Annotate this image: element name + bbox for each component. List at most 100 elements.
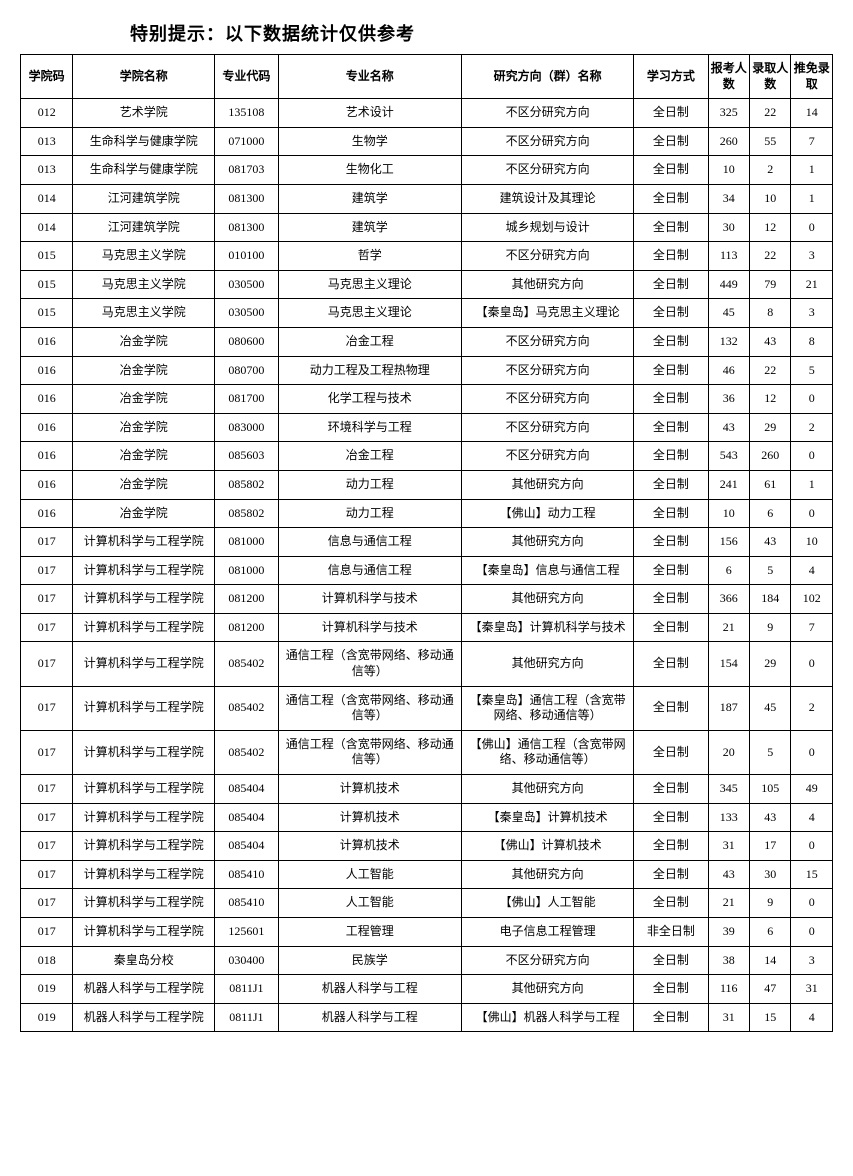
table-cell: 135108: [215, 99, 278, 128]
table-cell: 其他研究方向: [461, 528, 633, 557]
col-header: 报考人数: [708, 55, 749, 99]
table-cell: 45: [750, 686, 791, 730]
table-cell: 132: [708, 327, 749, 356]
table-cell: 冶金学院: [73, 470, 215, 499]
table-cell: 6: [750, 918, 791, 947]
table-cell: 【秦皇岛】信息与通信工程: [461, 556, 633, 585]
table-cell: 085402: [215, 642, 278, 686]
table-cell: 哲学: [278, 242, 461, 271]
table-cell: 人工智能: [278, 889, 461, 918]
table-cell: 计算机科学与技术: [278, 613, 461, 642]
table-cell: 34: [708, 184, 749, 213]
table-cell: 125601: [215, 918, 278, 947]
table-cell: 全日制: [634, 327, 708, 356]
table-cell: 102: [791, 585, 833, 614]
table-row: 017计算机科学与工程学院081000信息与通信工程【秦皇岛】信息与通信工程全日…: [21, 556, 833, 585]
table-cell: 其他研究方向: [461, 585, 633, 614]
table-cell: 计算机科学与工程学院: [73, 528, 215, 557]
col-header: 研究方向（群）名称: [461, 55, 633, 99]
table-row: 015马克思主义学院030500马克思主义理论【秦皇岛】马克思主义理论全日制45…: [21, 299, 833, 328]
table-cell: 015: [21, 242, 73, 271]
table-cell: 013: [21, 127, 73, 156]
table-row: 017计算机科学与工程学院085404计算机技术其他研究方向全日制3451054…: [21, 775, 833, 804]
table-row: 017计算机科学与工程学院085404计算机技术【佛山】计算机技术全日制3117…: [21, 832, 833, 861]
table-cell: 计算机科学与工程学院: [73, 860, 215, 889]
table-cell: 14: [750, 946, 791, 975]
table-row: 017计算机科学与工程学院085402通信工程（含宽带网络、移动通信等）【秦皇岛…: [21, 686, 833, 730]
table-cell: 计算机科学与工程学院: [73, 803, 215, 832]
table-cell: 全日制: [634, 775, 708, 804]
table-cell: 建筑学: [278, 213, 461, 242]
table-row: 013生命科学与健康学院071000生物学不区分研究方向全日制260557: [21, 127, 833, 156]
table-cell: 0: [791, 499, 833, 528]
table-cell: 366: [708, 585, 749, 614]
table-cell: 信息与通信工程: [278, 556, 461, 585]
table-cell: 全日制: [634, 99, 708, 128]
table-cell: 085410: [215, 860, 278, 889]
table-cell: 全日制: [634, 127, 708, 156]
table-cell: 艺术设计: [278, 99, 461, 128]
table-cell: 【秦皇岛】计算机技术: [461, 803, 633, 832]
table-cell: 全日制: [634, 585, 708, 614]
table-cell: 计算机科学与工程学院: [73, 730, 215, 774]
table-body: 012艺术学院135108艺术设计不区分研究方向全日制3252214013生命科…: [21, 99, 833, 1032]
table-cell: 017: [21, 803, 73, 832]
table-cell: 马克思主义学院: [73, 299, 215, 328]
table-cell: 10: [708, 499, 749, 528]
table-cell: 冶金学院: [73, 413, 215, 442]
table-cell: 10: [791, 528, 833, 557]
table-cell: 014: [21, 213, 73, 242]
table-cell: 47: [750, 975, 791, 1004]
table-cell: 不区分研究方向: [461, 156, 633, 185]
table-cell: 计算机科学与工程学院: [73, 889, 215, 918]
table-cell: 085404: [215, 832, 278, 861]
table-cell: 计算机科学与工程学院: [73, 686, 215, 730]
table-row: 019机器人科学与工程学院0811J1机器人科学与工程其他研究方向全日制1164…: [21, 975, 833, 1004]
table-cell: 通信工程（含宽带网络、移动通信等）: [278, 686, 461, 730]
table-cell: 0: [791, 918, 833, 947]
table-cell: 22: [750, 242, 791, 271]
table-cell: 085410: [215, 889, 278, 918]
table-cell: 019: [21, 975, 73, 1004]
table-cell: 全日制: [634, 356, 708, 385]
table-cell: 【秦皇岛】马克思主义理论: [461, 299, 633, 328]
table-cell: 081000: [215, 556, 278, 585]
table-cell: 081700: [215, 385, 278, 414]
table-cell: 15: [750, 1003, 791, 1032]
table-cell: 城乡规划与设计: [461, 213, 633, 242]
table-cell: 017: [21, 585, 73, 614]
table-cell: 工程管理: [278, 918, 461, 947]
table-cell: 017: [21, 730, 73, 774]
table-cell: 计算机科学与工程学院: [73, 613, 215, 642]
table-row: 016冶金学院080700动力工程及工程热物理不区分研究方向全日制46225: [21, 356, 833, 385]
table-cell: 动力工程及工程热物理: [278, 356, 461, 385]
table-cell: 不区分研究方向: [461, 99, 633, 128]
table-cell: 0: [791, 832, 833, 861]
table-cell: 非全日制: [634, 918, 708, 947]
table-cell: 085802: [215, 499, 278, 528]
table-cell: 全日制: [634, 803, 708, 832]
table-cell: 其他研究方向: [461, 642, 633, 686]
col-header: 推免录取: [791, 55, 833, 99]
data-table: 学院码 学院名称 专业代码 专业名称 研究方向（群）名称 学习方式 报考人数 录…: [20, 54, 833, 1032]
table-cell: 机器人科学与工程学院: [73, 1003, 215, 1032]
table-cell: 冶金学院: [73, 385, 215, 414]
table-header-row: 学院码 学院名称 专业代码 专业名称 研究方向（群）名称 学习方式 报考人数 录…: [21, 55, 833, 99]
table-row: 013生命科学与健康学院081703生物化工不区分研究方向全日制1021: [21, 156, 833, 185]
table-cell: 不区分研究方向: [461, 385, 633, 414]
table-cell: 55: [750, 127, 791, 156]
table-cell: 017: [21, 642, 73, 686]
table-cell: 017: [21, 918, 73, 947]
table-cell: 1: [791, 156, 833, 185]
table-row: 015马克思主义学院010100哲学不区分研究方向全日制113223: [21, 242, 833, 271]
table-cell: 0: [791, 442, 833, 471]
col-header: 学院名称: [73, 55, 215, 99]
table-cell: 12: [750, 213, 791, 242]
table-cell: 184: [750, 585, 791, 614]
table-cell: 不区分研究方向: [461, 413, 633, 442]
table-cell: 081000: [215, 528, 278, 557]
table-cell: 2: [791, 413, 833, 442]
table-cell: 【佛山】动力工程: [461, 499, 633, 528]
table-cell: 8: [750, 299, 791, 328]
table-cell: 013: [21, 156, 73, 185]
